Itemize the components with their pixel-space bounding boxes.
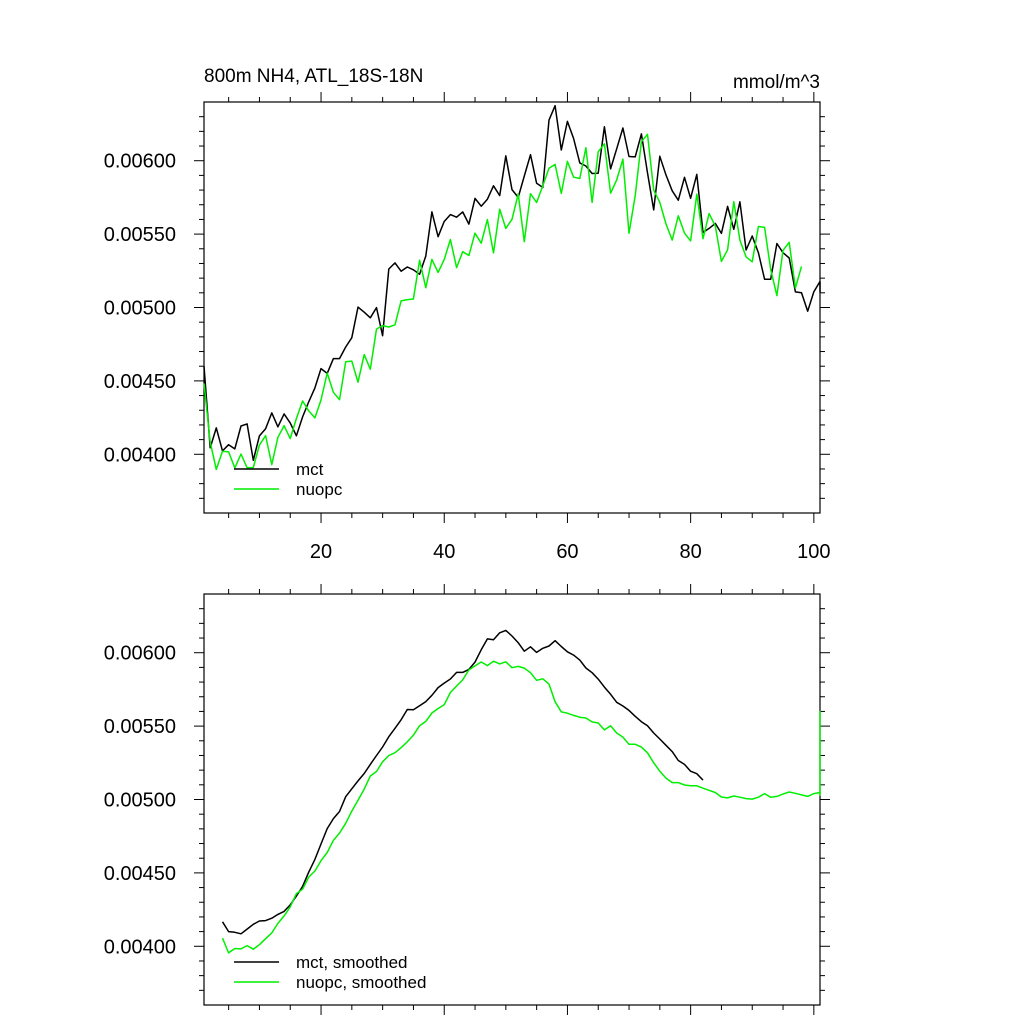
- y-tick-label: 0.00500: [104, 790, 176, 812]
- y-tick-label: 0.00400: [104, 936, 176, 958]
- series-line-mct-smoothed: [221, 629, 704, 935]
- bottom-plot-frame: [203, 593, 821, 1006]
- bottom-series: [221, 629, 821, 954]
- top-panel: 800m NH4, ATL_18S-18N mmol/m^3 0.004000.…: [104, 66, 831, 563]
- bottom-ticks: 0.00400 0.00450 0.00500 0.00550 0.00600: [104, 584, 830, 1015]
- legend-label-mct: mct: [296, 460, 324, 479]
- x-tick-label: 100: [797, 541, 830, 563]
- y-tick-label: 0.00400: [104, 444, 176, 466]
- series-line-nuopc-smoothed: [221, 660, 821, 954]
- y-tick-label: 0.00500: [104, 298, 176, 320]
- series-line-mct: [203, 104, 821, 462]
- bottom-panel: 0.00400 0.00450 0.00500 0.00550 0.00600 mct,…: [104, 584, 830, 1015]
- units-label: mmol/m^3: [733, 72, 820, 93]
- top-legend: mct nuopc: [234, 460, 343, 499]
- x-tick-label: 80: [680, 541, 702, 563]
- y-tick-label: 0.00550: [104, 716, 176, 738]
- chart-title: 800m NH4, ATL_18S-18N: [204, 66, 423, 87]
- legend-label-mct-smoothed: mct, smoothed: [296, 953, 408, 972]
- legend-label-nuopc-smoothed: nuopc, smoothed: [296, 973, 426, 992]
- x-tick-label: 60: [556, 541, 578, 563]
- top-plot-frame: [203, 101, 821, 514]
- x-tick-label: 40: [433, 541, 455, 563]
- legend-label-nuopc: nuopc: [296, 480, 343, 499]
- top-series: [203, 104, 821, 471]
- y-tick-label: 0.00450: [104, 371, 176, 393]
- bottom-legend: mct, smoothed nuopc, smoothed: [234, 953, 426, 992]
- y-tick-label: 0.00600: [104, 151, 176, 173]
- y-tick-label: 0.00600: [104, 643, 176, 665]
- series-line-nuopc: [203, 133, 803, 471]
- y-tick-label: 0.00550: [104, 224, 176, 246]
- x-tick-label: 20: [310, 541, 332, 563]
- y-tick-label: 0.00450: [104, 863, 176, 885]
- top-ticks: 0.00400 0.00450 0.00500 0.00550 0.00600 20 40 6…: [104, 92, 831, 563]
